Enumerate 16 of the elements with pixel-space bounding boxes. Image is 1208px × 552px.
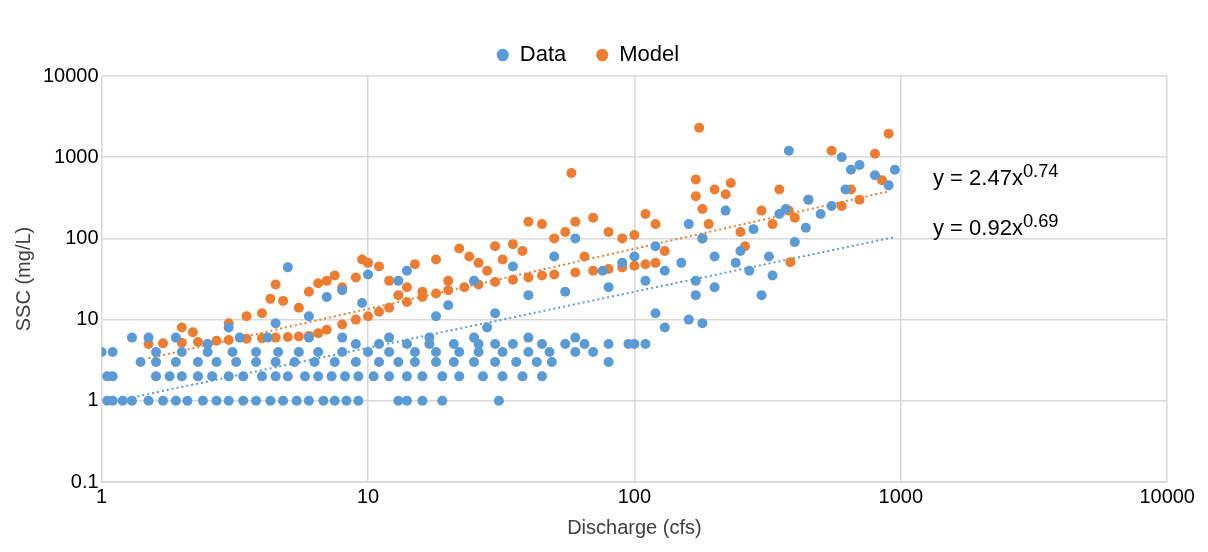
y-tick-label: 10 xyxy=(76,307,99,330)
x-tick-label: 10 xyxy=(356,484,380,507)
x-axis-title: Discharge (cfs) xyxy=(567,515,702,538)
y-tick-label: 10000 xyxy=(42,63,99,86)
y-tick-label: 100 xyxy=(65,225,99,248)
y-tick-label: 1000 xyxy=(54,144,99,167)
legend-label: Model xyxy=(619,41,680,67)
annotation: y = 0.92x$^{0.69}$ xyxy=(933,210,1059,242)
annotation: y = 2.47x$^{0.74}$ xyxy=(933,160,1059,192)
x-tick-label: 100 xyxy=(617,484,652,507)
x-tick-label: 10000 xyxy=(1139,484,1195,507)
y-tick-label: 0.1 xyxy=(70,469,99,492)
y-tick-label: 1 xyxy=(87,388,99,411)
x-tick-label: 1000 xyxy=(878,484,924,507)
legend-label: Data xyxy=(519,41,568,67)
y-axis-title: SSC (mg/L) xyxy=(11,226,34,332)
